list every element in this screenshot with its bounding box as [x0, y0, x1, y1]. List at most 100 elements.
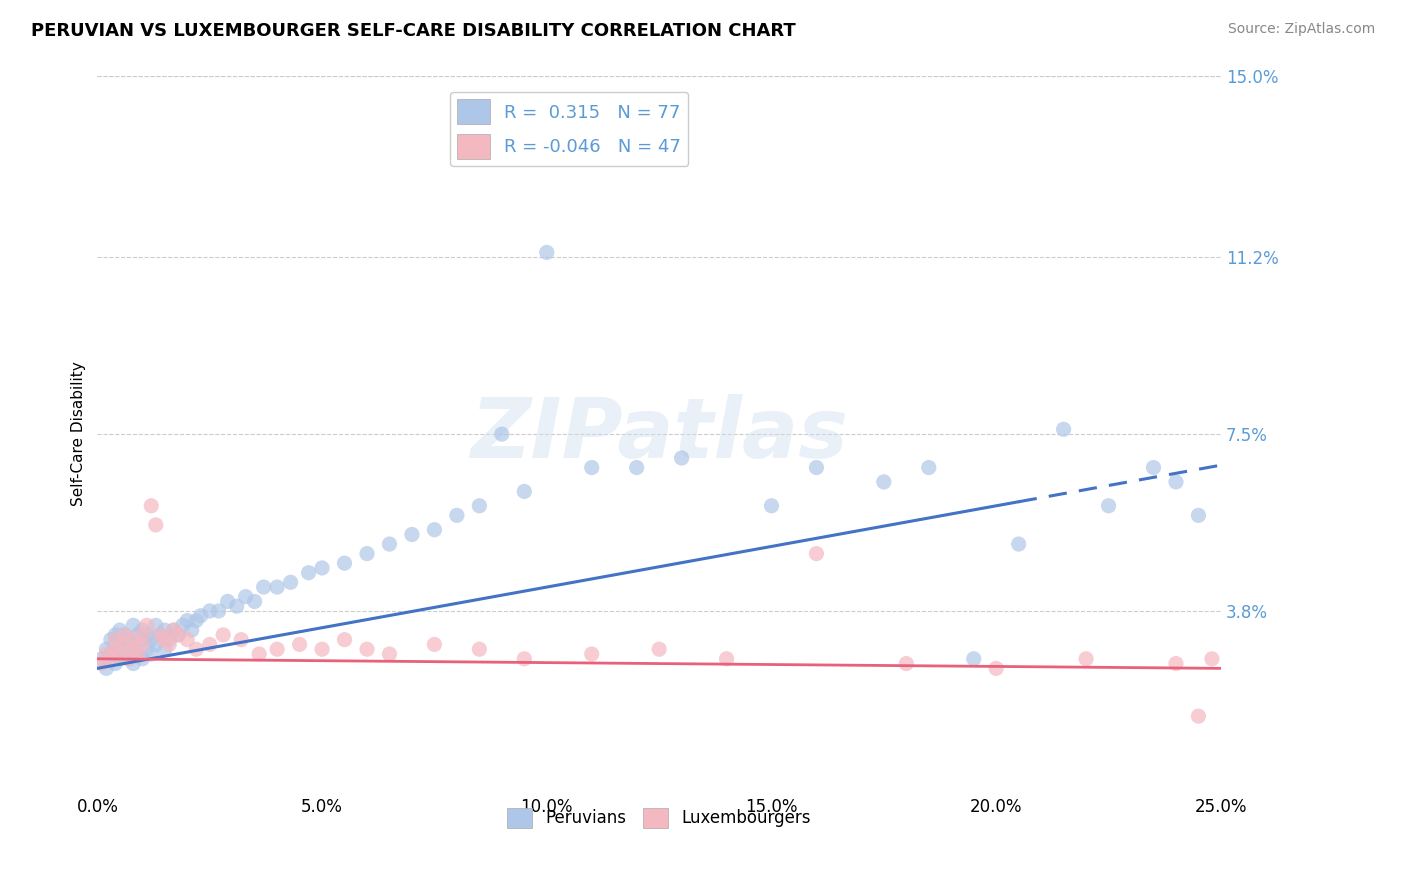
- Point: [581, 460, 603, 475]
- Point: [186, 614, 208, 628]
- Point: [112, 628, 135, 642]
- Point: [145, 517, 167, 532]
- Point: [1097, 499, 1119, 513]
- Point: [581, 647, 603, 661]
- Point: [626, 460, 648, 475]
- Point: [153, 642, 176, 657]
- Point: [513, 484, 536, 499]
- Point: [806, 460, 828, 475]
- Point: [311, 561, 333, 575]
- Point: [468, 499, 491, 513]
- Point: [446, 508, 468, 523]
- Point: [491, 427, 513, 442]
- Point: [243, 594, 266, 608]
- Point: [145, 637, 167, 651]
- Point: [108, 642, 131, 657]
- Text: Source: ZipAtlas.com: Source: ZipAtlas.com: [1227, 22, 1375, 37]
- Point: [167, 628, 190, 642]
- Point: [141, 647, 163, 661]
- Point: [297, 566, 319, 580]
- Point: [100, 647, 122, 661]
- Point: [118, 652, 141, 666]
- Point: [536, 245, 558, 260]
- Point: [1164, 657, 1187, 671]
- Point: [356, 642, 378, 657]
- Point: [108, 652, 131, 666]
- Point: [112, 637, 135, 651]
- Point: [208, 604, 231, 618]
- Point: [963, 652, 986, 666]
- Point: [127, 628, 149, 642]
- Point: [90, 652, 112, 666]
- Point: [135, 618, 157, 632]
- Point: [104, 657, 127, 671]
- Point: [235, 590, 257, 604]
- Text: ZIPatlas: ZIPatlas: [470, 393, 848, 475]
- Point: [873, 475, 896, 489]
- Point: [112, 628, 135, 642]
- Point: [131, 628, 153, 642]
- Point: [104, 642, 127, 657]
- Point: [716, 652, 738, 666]
- Point: [288, 637, 311, 651]
- Point: [217, 594, 239, 608]
- Point: [108, 623, 131, 637]
- Point: [468, 642, 491, 657]
- Point: [122, 618, 145, 632]
- Point: [131, 652, 153, 666]
- Point: [231, 632, 253, 647]
- Point: [163, 623, 186, 637]
- Point: [112, 647, 135, 661]
- Point: [401, 527, 423, 541]
- Point: [1142, 460, 1164, 475]
- Point: [122, 657, 145, 671]
- Point: [198, 637, 221, 651]
- Point: [513, 652, 536, 666]
- Point: [918, 460, 941, 475]
- Point: [157, 632, 180, 647]
- Point: [118, 632, 141, 647]
- Point: [253, 580, 276, 594]
- Point: [1187, 508, 1209, 523]
- Point: [198, 604, 221, 618]
- Point: [378, 537, 401, 551]
- Point: [896, 657, 918, 671]
- Point: [141, 632, 163, 647]
- Point: [157, 637, 180, 651]
- Point: [176, 632, 198, 647]
- Legend: Peruvians, Luxembourgers: Peruvians, Luxembourgers: [501, 801, 818, 835]
- Point: [986, 661, 1008, 675]
- Point: [153, 623, 176, 637]
- Y-axis label: Self-Care Disability: Self-Care Disability: [72, 362, 86, 507]
- Point: [145, 618, 167, 632]
- Point: [1008, 537, 1031, 551]
- Point: [423, 523, 446, 537]
- Point: [122, 637, 145, 651]
- Point: [280, 575, 302, 590]
- Point: [96, 661, 118, 675]
- Point: [118, 652, 141, 666]
- Point: [212, 628, 235, 642]
- Point: [266, 580, 288, 594]
- Point: [333, 632, 356, 647]
- Point: [122, 632, 145, 647]
- Point: [149, 628, 172, 642]
- Point: [648, 642, 671, 657]
- Point: [127, 647, 149, 661]
- Point: [1052, 422, 1074, 436]
- Point: [127, 647, 149, 661]
- Point: [100, 652, 122, 666]
- Point: [247, 647, 270, 661]
- Point: [172, 618, 194, 632]
- Point: [149, 628, 172, 642]
- Point: [186, 642, 208, 657]
- Point: [135, 642, 157, 657]
- Point: [1074, 652, 1097, 666]
- Point: [104, 628, 127, 642]
- Point: [122, 642, 145, 657]
- Point: [118, 642, 141, 657]
- Point: [112, 637, 135, 651]
- Point: [266, 642, 288, 657]
- Point: [96, 647, 118, 661]
- Point: [135, 628, 157, 642]
